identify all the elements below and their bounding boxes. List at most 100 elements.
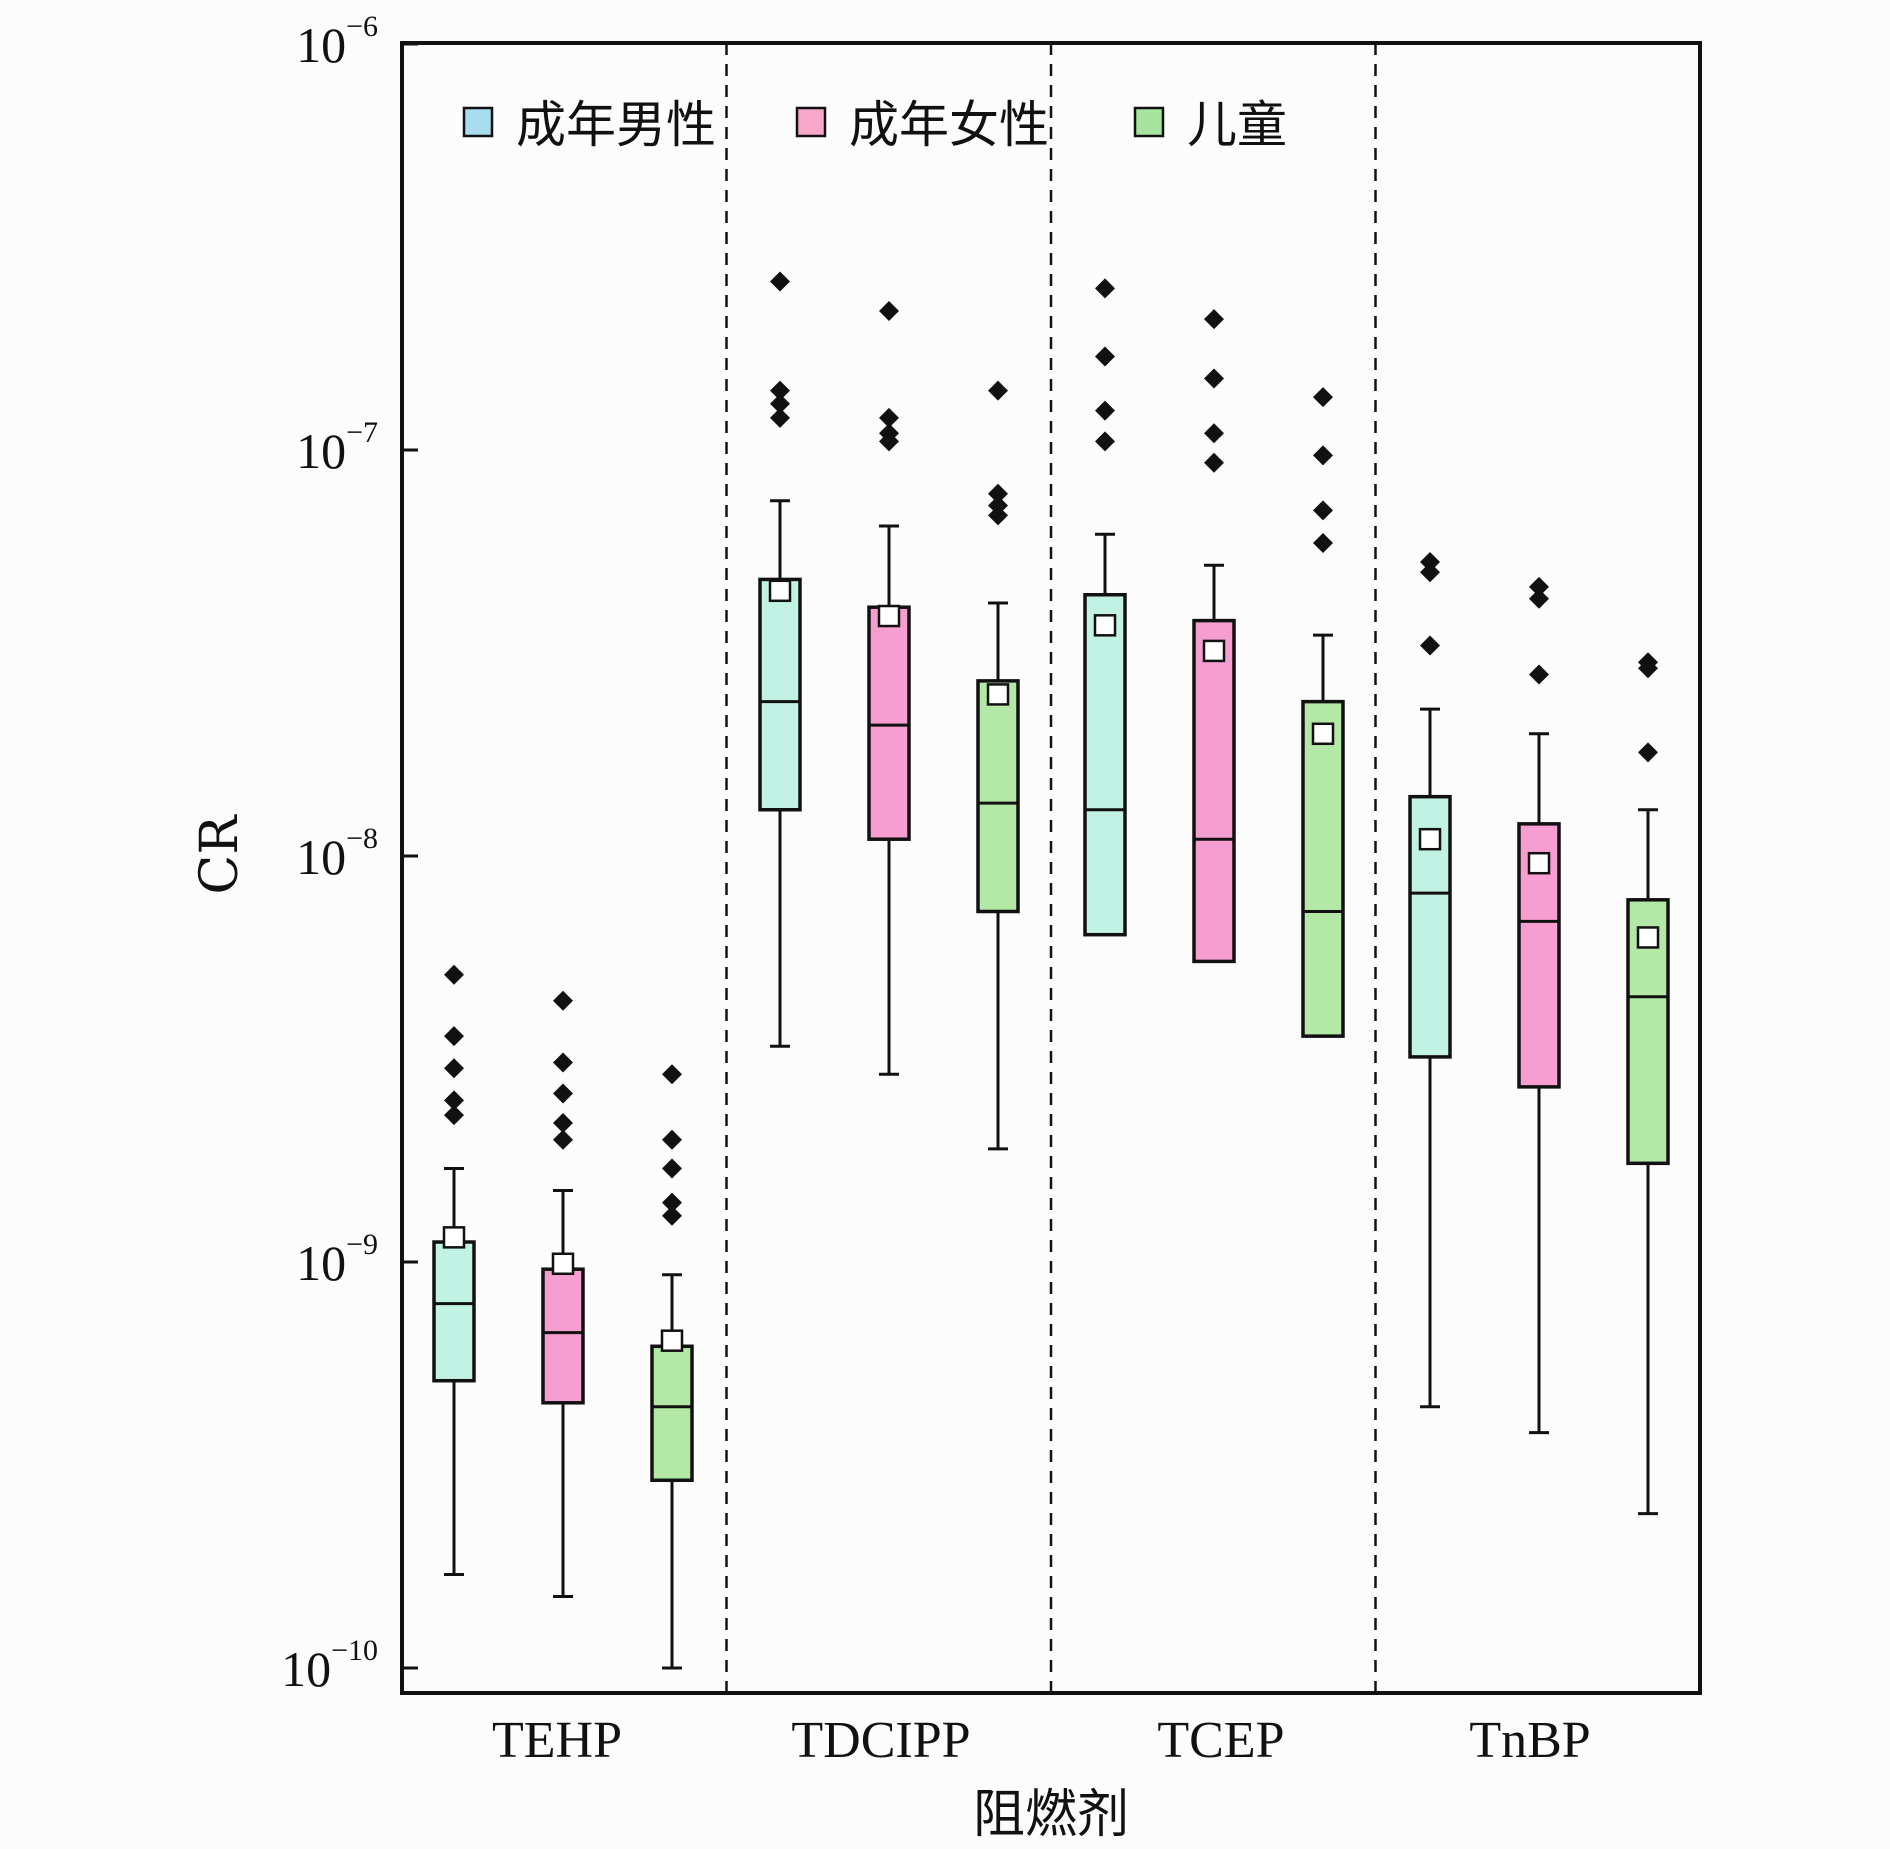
outlier-point — [444, 1105, 464, 1126]
outlier-point — [1638, 742, 1658, 763]
mean-marker — [877, 604, 901, 628]
outlier-point — [553, 1112, 573, 1133]
outlier-point — [879, 407, 899, 428]
x-tick-label: TCEP — [1157, 1712, 1284, 1769]
mean-marker — [660, 1329, 684, 1352]
outlier-point — [662, 1205, 682, 1226]
outlier-point — [770, 380, 790, 401]
x-tick-label: TEHP — [492, 1712, 622, 1769]
legend-swatch — [462, 106, 494, 138]
box-TEHP-2 — [650, 1064, 694, 1670]
box-TDCIPP-1 — [867, 300, 911, 1076]
legend: 成年男性 成年女性 儿童 — [462, 96, 1287, 154]
mean-marker — [768, 579, 792, 603]
mean-marker — [442, 1226, 466, 1249]
outlier-point — [662, 1129, 682, 1150]
outlier-point — [879, 431, 899, 452]
outlier-point — [1420, 635, 1440, 656]
outlier-point — [444, 964, 464, 985]
y-tick-label: 10−6 — [296, 10, 378, 73]
outlier-point — [1204, 309, 1224, 330]
legend-label: 成年女性 — [849, 96, 1049, 154]
y-tick-label: 10−8 — [296, 822, 378, 885]
iqr-box — [541, 1267, 585, 1405]
iqr-box — [1301, 699, 1345, 1038]
category-dividers — [725, 43, 1377, 1693]
plot-frame — [400, 41, 1702, 1695]
x-axis-title: 阻燃剂 — [973, 1785, 1129, 1845]
legend-item: 儿童 — [1133, 96, 1287, 154]
legend-item: 成年男性 — [462, 96, 716, 154]
outlier-point — [1529, 588, 1549, 609]
y-axis: 10−6 10−7 10−8 10−9 10−10 — [281, 10, 418, 1697]
outlier-point — [1638, 658, 1658, 679]
legend-swatch — [795, 106, 827, 138]
outlier-point — [1095, 400, 1115, 421]
box-TCEP-0 — [1083, 278, 1127, 937]
outlier-point — [1095, 346, 1115, 367]
outlier-point — [1095, 278, 1115, 299]
legend-label: 成年男性 — [516, 96, 716, 154]
x-tick-label: TDCIPP — [791, 1712, 970, 1769]
mean-marker — [1093, 614, 1117, 637]
outlier-point — [553, 990, 573, 1011]
box-TEHP-0 — [432, 964, 476, 1576]
outlier-point — [988, 505, 1008, 526]
iqr-box — [976, 679, 1020, 914]
outlier-point — [1420, 551, 1440, 572]
y-tick-label: 10−10 — [281, 1634, 378, 1697]
outlier-point — [1420, 562, 1440, 583]
box-TnBP-0 — [1408, 551, 1452, 1409]
iqr-box — [1192, 618, 1236, 964]
mean-marker — [1636, 926, 1660, 949]
outlier-point — [988, 380, 1008, 401]
mean-marker — [1527, 851, 1551, 875]
mean-marker — [1202, 639, 1226, 663]
outlier-point — [1529, 664, 1549, 685]
iqr-box — [867, 605, 911, 841]
y-tick-label: 10−7 — [296, 416, 378, 479]
box-TnBP-1 — [1517, 576, 1561, 1435]
legend-swatch — [1133, 106, 1165, 138]
mean-marker — [1418, 827, 1442, 851]
outlier-point — [1313, 387, 1333, 408]
outlier-point — [553, 1052, 573, 1073]
box-plot-series — [432, 271, 1670, 1670]
outlier-point — [444, 1058, 464, 1079]
outlier-point — [879, 300, 899, 321]
y-tick-label: 10−9 — [296, 1228, 378, 1291]
mean-marker — [986, 683, 1010, 706]
iqr-box — [650, 1344, 694, 1483]
outlier-point — [1204, 423, 1224, 444]
outlier-point — [988, 483, 1008, 504]
outlier-point — [553, 1083, 573, 1104]
outlier-point — [770, 271, 790, 292]
legend-item: 成年女性 — [795, 96, 1049, 154]
box-TDCIPP-2 — [976, 380, 1020, 1151]
mean-marker — [1311, 722, 1335, 746]
outlier-point — [444, 1026, 464, 1047]
legend-label: 儿童 — [1187, 96, 1287, 154]
iqr-box — [758, 577, 802, 812]
mean-marker — [551, 1252, 575, 1276]
outlier-point — [1313, 445, 1333, 466]
outlier-point — [662, 1192, 682, 1213]
outlier-point — [1204, 368, 1224, 389]
x-axis: TEHP TDCIPP TCEP TnBP — [492, 1712, 1591, 1769]
outlier-point — [444, 1090, 464, 1111]
outlier-point — [1095, 431, 1115, 452]
y-axis-title: CR — [190, 814, 250, 895]
outlier-point — [553, 1129, 573, 1150]
outlier-point — [770, 407, 790, 428]
outlier-point — [770, 393, 790, 414]
outlier-point — [662, 1064, 682, 1085]
outlier-point — [1313, 500, 1333, 521]
x-tick-label: TnBP — [1469, 1712, 1590, 1769]
outlier-point — [1529, 576, 1549, 597]
box-TEHP-1 — [541, 990, 585, 1599]
box-TCEP-2 — [1301, 387, 1345, 1038]
outlier-point — [662, 1158, 682, 1179]
iqr-box — [1083, 593, 1127, 937]
